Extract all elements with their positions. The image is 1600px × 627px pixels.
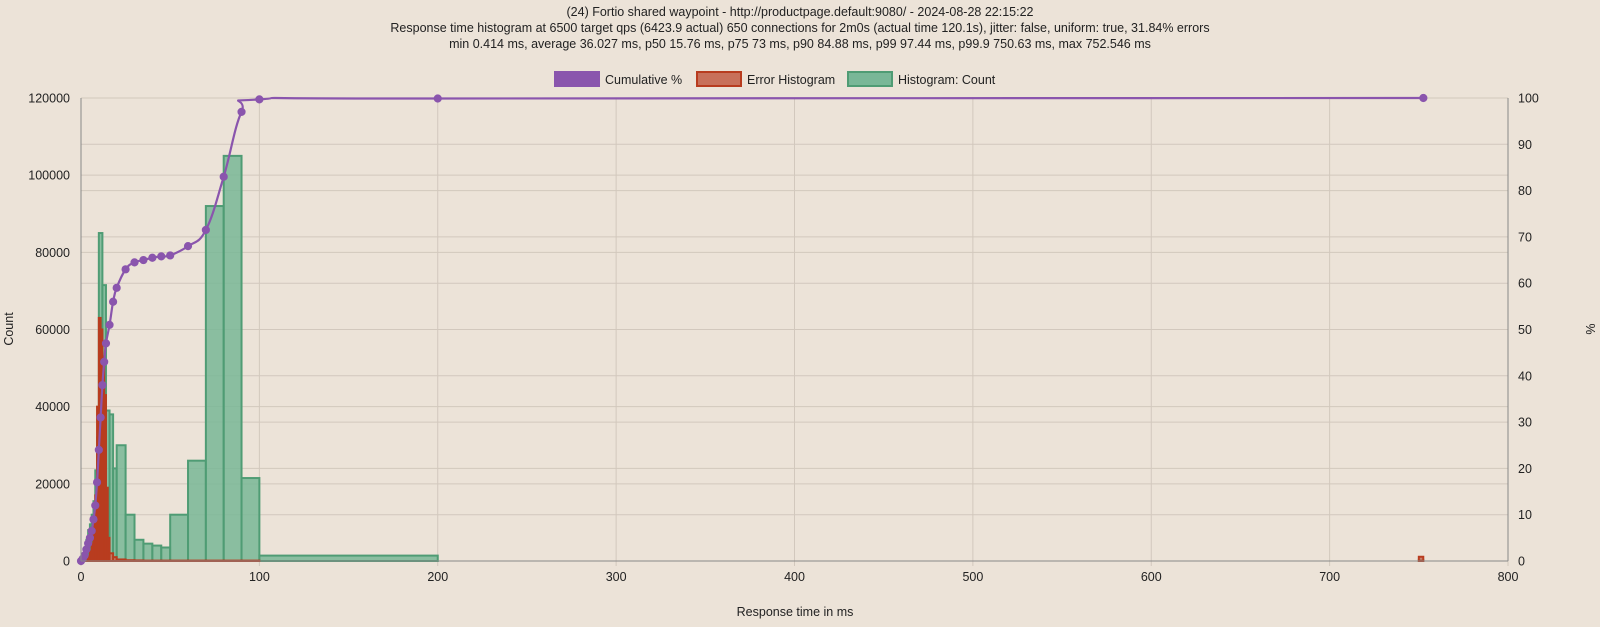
cumulative-point	[92, 478, 102, 487]
y-right-tick-label: 40	[1518, 369, 1532, 383]
y-right-tick-label: 0	[1518, 555, 1525, 569]
chart-title: (24) Fortio shared waypoint - http://pro…	[566, 5, 1034, 19]
cumulative-series	[76, 93, 1428, 566]
y-axis-left-label: Count	[2, 312, 16, 346]
cumulative-point	[139, 255, 148, 265]
y-right-tick-label: 70	[1518, 230, 1532, 244]
grid-lines	[80, 97, 1509, 566]
x-tick-label: 0	[78, 570, 85, 584]
y-left-tick-label: 120000	[28, 92, 70, 106]
legend-item-cumulative[interactable]: Cumulative %	[554, 71, 682, 87]
cumulative-point	[433, 94, 442, 103]
x-tick-label: 400	[784, 570, 805, 584]
error-bar	[1417, 555, 1425, 563]
cumulative-point	[96, 413, 105, 422]
cumulative-point	[101, 339, 111, 348]
chart-subtitle-2: min 0.414 ms, average 36.027 ms, p50 15.…	[449, 37, 1151, 51]
x-axis-label: Response time in ms	[737, 605, 854, 619]
count-bar	[222, 154, 243, 562]
legend-swatch	[696, 71, 742, 87]
x-tick-label: 700	[1319, 570, 1340, 584]
y-right-tick-label: 100	[1518, 92, 1539, 106]
y-left-tick-label: 100000	[28, 169, 70, 183]
cumulative-point	[183, 242, 193, 251]
cumulative-point	[237, 107, 246, 116]
cumulative-point	[201, 225, 210, 235]
y-right-tick-label: 10	[1518, 508, 1532, 522]
count-bar	[204, 205, 225, 563]
count-bar	[142, 542, 154, 563]
y-right-tick-label: 30	[1518, 416, 1532, 430]
count-bar	[124, 513, 136, 563]
cumulative-point	[89, 515, 98, 524]
cumulative-point	[98, 380, 107, 390]
cumulative-point	[85, 533, 95, 542]
count-bar	[160, 546, 172, 563]
y-axis-right-label: %	[1583, 323, 1597, 334]
cumulative-point	[87, 526, 96, 536]
x-tick-label: 800	[1498, 570, 1519, 584]
x-tick-label: 500	[962, 570, 983, 584]
cumulative-point	[130, 258, 139, 267]
count-bar	[187, 459, 207, 562]
y-left-tick-label: 0	[63, 555, 70, 569]
y-left-tick-label: 20000	[35, 477, 70, 491]
legend-swatch	[847, 71, 893, 87]
cumulative-point	[219, 172, 228, 181]
x-tick-label: 600	[1141, 570, 1162, 584]
legend-label: Cumulative %	[605, 73, 682, 87]
legend-swatch	[554, 71, 600, 87]
cumulative-point	[91, 501, 100, 510]
legend-label: Histogram: Count	[898, 73, 996, 87]
cumulative-point	[100, 357, 109, 367]
error-histogram-series	[80, 316, 1425, 563]
x-tick-label: 200	[427, 570, 448, 584]
y-right-tick-label: 20	[1518, 462, 1532, 476]
cumulative-point	[121, 265, 130, 274]
y-right-tick-label: 60	[1518, 277, 1532, 291]
chart-subtitle-1: Response time histogram at 6500 target q…	[390, 21, 1210, 35]
cumulative-point	[112, 283, 121, 292]
count-bar	[151, 544, 163, 562]
cumulative-point	[94, 445, 103, 454]
y-left-tick-label: 60000	[35, 323, 70, 337]
cumulative-point	[157, 252, 166, 261]
y-right-tick-label: 90	[1518, 138, 1532, 152]
y-right-tick-label: 50	[1518, 323, 1532, 337]
legend[interactable]: Cumulative % Error Histogram Histogram: Co…	[554, 71, 996, 87]
count-bar	[169, 513, 190, 563]
legend-item-count[interactable]: Histogram: Count	[847, 71, 996, 87]
count-histogram-series	[80, 154, 1425, 563]
legend-label: Error Histogram	[747, 73, 835, 87]
count-bar	[258, 554, 439, 562]
count-bar	[115, 444, 127, 562]
chart-titles: (24) Fortio shared waypoint - http://pro…	[0, 4, 1600, 52]
y-left-tick-label: 40000	[35, 400, 70, 414]
cumulative-point	[148, 253, 157, 262]
legend-item-error[interactable]: Error Histogram	[696, 71, 835, 87]
cumulative-point	[166, 251, 175, 260]
axes: 0 100 200 300 400 500 600 700 800020000400006000…	[28, 92, 1539, 585]
y-right-tick-label: 80	[1518, 184, 1532, 198]
count-bar	[133, 538, 145, 563]
x-tick-label: 300	[606, 570, 627, 584]
cumulative-point	[255, 95, 264, 104]
count-bar	[240, 477, 261, 563]
x-tick-label: 100	[249, 570, 270, 584]
cumulative-point	[109, 297, 118, 306]
cumulative-point	[105, 320, 114, 329]
y-left-tick-label: 80000	[35, 246, 70, 260]
cumulative-point	[1419, 93, 1428, 103]
